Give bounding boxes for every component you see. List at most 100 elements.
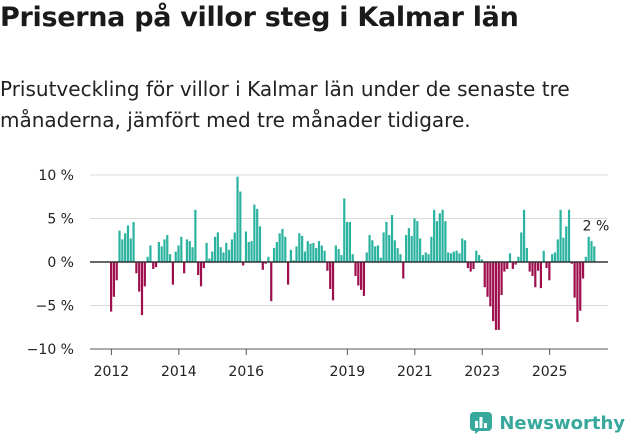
bar xyxy=(160,246,163,262)
bar xyxy=(576,262,579,323)
bar xyxy=(211,251,214,262)
bar xyxy=(202,262,205,269)
bar xyxy=(461,238,464,262)
bar xyxy=(441,209,444,262)
bar xyxy=(483,262,486,288)
bar xyxy=(522,209,526,262)
bar xyxy=(205,242,208,262)
bar xyxy=(258,226,262,262)
bar xyxy=(458,253,461,262)
bar xyxy=(239,191,242,262)
bar xyxy=(556,239,559,262)
bar xyxy=(146,256,149,262)
bar xyxy=(399,254,402,262)
bar xyxy=(298,233,301,262)
bar xyxy=(565,226,568,262)
bar xyxy=(379,257,382,262)
bar xyxy=(444,221,447,262)
chart-title: Priserna på villor steg i Kalmar län xyxy=(0,2,519,33)
bar xyxy=(410,235,413,262)
bar xyxy=(180,236,183,262)
bar xyxy=(244,231,248,262)
bar xyxy=(177,245,180,262)
y-tick-label: 0 % xyxy=(47,255,74,271)
bar xyxy=(525,248,528,262)
bar xyxy=(573,262,576,298)
bar xyxy=(143,262,146,287)
bar xyxy=(345,221,349,262)
brand-name: Newsworthy xyxy=(499,412,625,434)
bar xyxy=(517,256,520,262)
x-tick-label: 2021 xyxy=(397,364,433,380)
bar xyxy=(584,256,587,262)
bar xyxy=(570,262,573,264)
bar xyxy=(309,243,312,262)
bar xyxy=(124,233,127,262)
bar xyxy=(154,262,158,268)
bar xyxy=(250,241,253,262)
bar xyxy=(581,262,585,279)
bar xyxy=(317,241,321,262)
bar xyxy=(323,250,326,262)
bar xyxy=(199,262,203,287)
bar xyxy=(138,262,141,292)
bar xyxy=(185,239,189,262)
bar xyxy=(469,262,472,272)
brand: Newsworthy xyxy=(469,411,625,435)
bar xyxy=(233,232,236,262)
x-tick-label: 2014 xyxy=(161,364,197,380)
bar xyxy=(357,262,360,286)
bar xyxy=(587,236,590,262)
bar xyxy=(213,236,217,262)
bar xyxy=(227,249,231,262)
bar xyxy=(427,254,430,262)
bar xyxy=(433,209,436,262)
bar xyxy=(289,249,292,262)
bar xyxy=(435,221,439,262)
bar xyxy=(360,262,363,290)
bar xyxy=(489,262,492,307)
bar xyxy=(478,255,481,262)
bar xyxy=(455,250,458,262)
bar xyxy=(303,251,307,262)
bar xyxy=(551,254,554,262)
bar xyxy=(424,252,427,262)
bar xyxy=(404,235,408,262)
bar xyxy=(419,238,422,262)
bar xyxy=(197,262,200,276)
bar xyxy=(393,240,396,262)
bar xyxy=(539,262,543,289)
x-tick-label: 2019 xyxy=(330,364,366,380)
bar xyxy=(157,241,160,262)
x-tick-label: 2016 xyxy=(228,364,264,380)
bar xyxy=(135,262,138,274)
bar xyxy=(329,262,332,289)
bar xyxy=(520,232,523,262)
bar xyxy=(390,215,394,262)
bar xyxy=(452,251,455,262)
bar xyxy=(503,262,506,272)
bar xyxy=(256,208,259,262)
bar xyxy=(402,262,405,279)
bar xyxy=(281,228,284,262)
bar xyxy=(340,255,343,262)
bar xyxy=(140,262,144,316)
bar xyxy=(396,248,399,262)
bar xyxy=(537,262,540,271)
bar xyxy=(331,262,335,301)
bar xyxy=(531,262,534,276)
bar xyxy=(362,262,366,296)
bar xyxy=(126,225,130,262)
bar xyxy=(542,250,545,262)
bar xyxy=(562,237,565,262)
bar xyxy=(492,262,495,322)
bar xyxy=(132,221,135,262)
bar xyxy=(261,262,264,270)
bar xyxy=(267,256,270,262)
x-tick-label: 2012 xyxy=(94,364,130,380)
bar xyxy=(253,204,256,262)
bar xyxy=(152,262,155,269)
bar xyxy=(301,235,304,262)
bar xyxy=(278,233,281,262)
bar xyxy=(559,209,562,262)
